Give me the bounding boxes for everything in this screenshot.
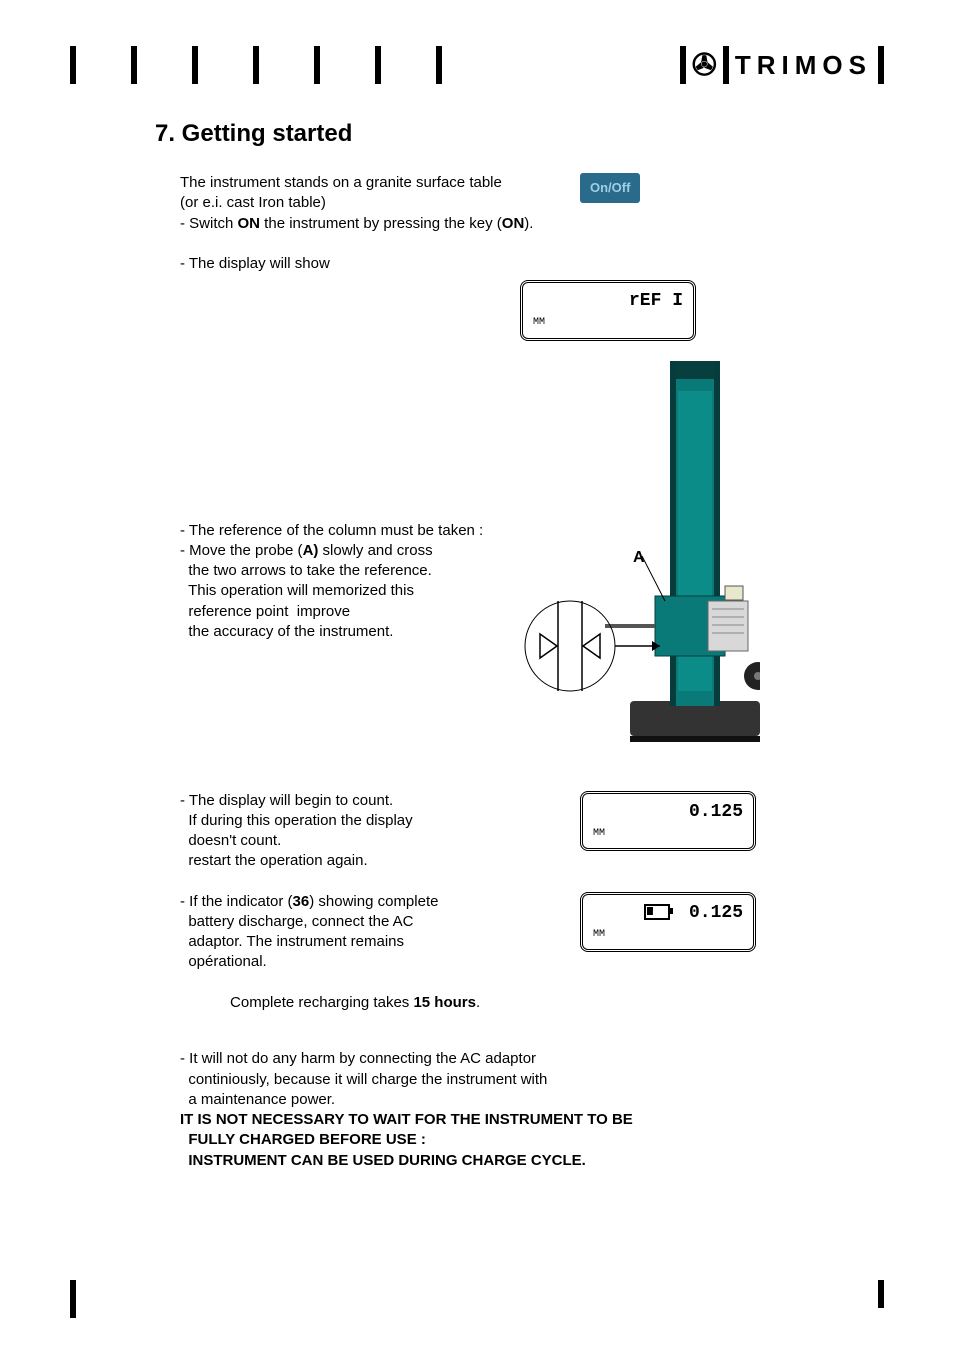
instrument-illustration-block: - The reference of the column must be ta… bbox=[180, 351, 884, 781]
harm-line-bold: INSTRUMENT CAN BE USED DURING CHARGE CYC… bbox=[180, 1152, 586, 1169]
onoff-key-icon: On/Off bbox=[580, 173, 640, 203]
harm-line: continiously, because it will charge the… bbox=[180, 1071, 547, 1088]
count-text: - The display will begin to count. If du… bbox=[180, 791, 560, 872]
bat-line: battery discharge, connect the AC bbox=[180, 913, 413, 930]
ref-line: reference point improve bbox=[180, 603, 350, 620]
count-line: restart the operation again. bbox=[180, 852, 368, 869]
intro-text: The instrument stands on a granite surfa… bbox=[180, 173, 560, 234]
reference-text: - The reference of the column must be ta… bbox=[180, 521, 483, 643]
harm-text: - It will not do any harm by connecting … bbox=[180, 1049, 700, 1171]
footer-mark bbox=[70, 1280, 76, 1318]
lcd-value: 0.125 bbox=[593, 800, 743, 824]
brand-text: TRIMOS bbox=[735, 50, 872, 81]
reference-arrows-svg bbox=[510, 571, 660, 721]
harm-line: a maintenance power. bbox=[180, 1091, 335, 1108]
count-line: - The display will begin to count. bbox=[180, 792, 393, 809]
lcd-display-2: 0.125 MM bbox=[580, 791, 756, 852]
battery-label: B bbox=[652, 907, 659, 923]
intro-line: (or e.i. cast Iron table) bbox=[180, 194, 326, 211]
ref-line: - Move the probe (A) slowly and cross bbox=[180, 542, 433, 559]
ruler-mark bbox=[70, 46, 76, 84]
ruler-mark bbox=[375, 46, 381, 84]
ruler-mark bbox=[131, 46, 137, 84]
battery-row: - If the indicator (36) showing complete… bbox=[180, 892, 884, 1034]
lcd-value: B 0.125 bbox=[593, 901, 743, 925]
ref-line: - The reference of the column must be ta… bbox=[180, 522, 483, 539]
intro-line: - Switch ON the instrument by pressing t… bbox=[180, 215, 533, 232]
battery-icon: B bbox=[644, 904, 670, 920]
ruler-mark bbox=[314, 46, 320, 84]
count-line: doesn't count. bbox=[180, 832, 281, 849]
lcd-value: rEF I bbox=[533, 289, 683, 313]
lcd-display-3: B 0.125 MM bbox=[580, 892, 756, 953]
ruler-mark bbox=[253, 46, 259, 84]
lcd-unit: MM bbox=[593, 929, 605, 940]
lcd-unit: MM bbox=[533, 317, 545, 328]
display-show-text: - The display will show bbox=[180, 254, 560, 274]
harm-line: - It will not do any harm by connecting … bbox=[180, 1050, 536, 1067]
harm-row: - It will not do any harm by connecting … bbox=[180, 1049, 884, 1171]
battery-text: - If the indicator (36) showing complete… bbox=[180, 892, 560, 1034]
footer-mark bbox=[878, 1280, 884, 1308]
bat-line: Complete recharging takes 15 hours. bbox=[180, 994, 480, 1031]
ruler-mark bbox=[192, 46, 198, 84]
harm-line-bold: IT IS NOT NECESSARY TO WAIT FOR THE INST… bbox=[180, 1111, 633, 1128]
brand-logo: ✇ TRIMOS bbox=[680, 46, 884, 84]
brand-icon: ✇ bbox=[692, 48, 717, 83]
intro-row: The instrument stands on a granite surfa… bbox=[180, 173, 884, 234]
brand-bar bbox=[723, 46, 729, 84]
lcd-unit: MM bbox=[593, 828, 605, 839]
ref-line: the accuracy of the instrument. bbox=[180, 623, 393, 640]
intro-line: The instrument stands on a granite surfa… bbox=[180, 174, 502, 191]
ruler-marks bbox=[70, 46, 442, 84]
display-show-row: - The display will show bbox=[180, 254, 884, 274]
ref-line: This operation will memorized this bbox=[180, 582, 414, 599]
count-row: - The display will begin to count. If du… bbox=[180, 791, 884, 872]
section-title: 7. Getting started bbox=[155, 120, 884, 148]
ref-line: the two arrows to take the reference. bbox=[180, 562, 432, 579]
brand-bar bbox=[878, 46, 884, 84]
ruler-mark bbox=[436, 46, 442, 84]
content: The instrument stands on a granite surfa… bbox=[180, 173, 884, 1171]
page: ✇ TRIMOS 7. Getting started The instrume… bbox=[0, 0, 954, 1348]
bat-line: - If the indicator (36) showing complete bbox=[180, 893, 438, 910]
count-line: If during this operation the display bbox=[180, 812, 413, 829]
brand-bar bbox=[680, 46, 686, 84]
footer-marks bbox=[70, 1280, 884, 1318]
harm-line-bold: FULLY CHARGED BEFORE USE : bbox=[180, 1131, 426, 1148]
bat-line: opérational. bbox=[180, 953, 267, 970]
bat-line: adaptor. The instrument remains bbox=[180, 933, 404, 950]
header-bar: ✇ TRIMOS bbox=[70, 40, 884, 90]
